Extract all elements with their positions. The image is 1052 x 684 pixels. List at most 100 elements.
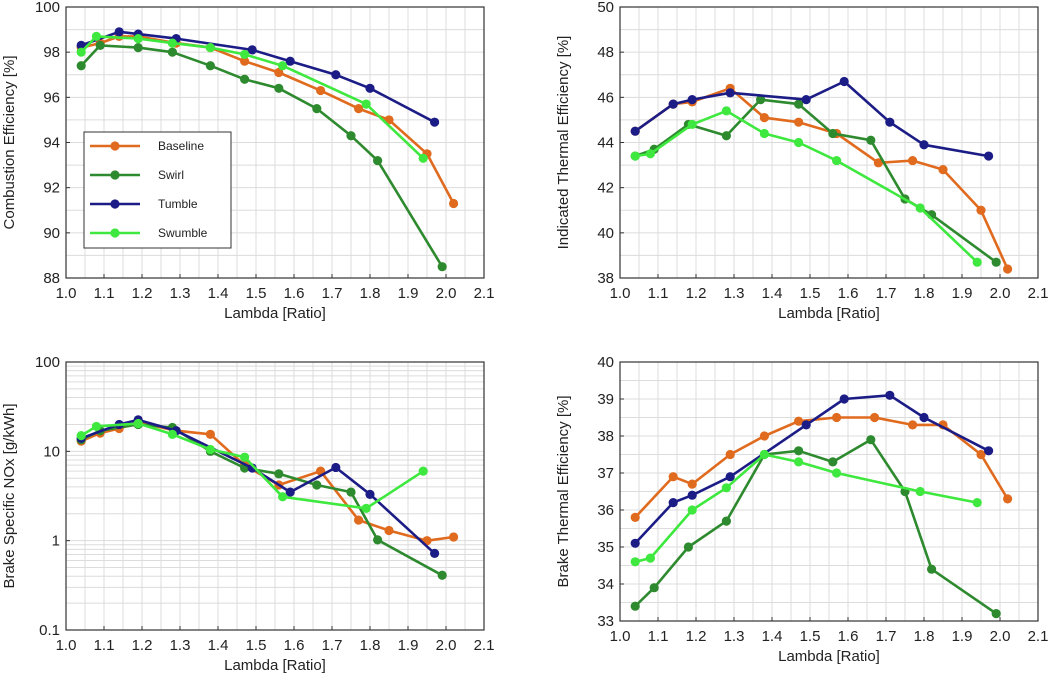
legend-swatch-marker	[110, 228, 120, 238]
x-tick-label: 1.8	[914, 285, 935, 302]
data-point-tumble	[801, 94, 811, 105]
plot-frame	[65, 361, 485, 631]
x-tick-label: 1.3	[170, 637, 191, 654]
legend-label: Swumble	[158, 226, 208, 240]
data-point-tumble	[885, 390, 895, 400]
data-point-swumble	[278, 61, 288, 71]
data-point-swirl	[756, 94, 766, 105]
data-point-tumble	[630, 538, 640, 548]
data-point-tumble	[885, 117, 895, 127]
data-point-baseline	[1003, 264, 1013, 274]
series-swirl	[76, 40, 447, 272]
data-point-baseline	[759, 431, 770, 441]
y-tick-label: 35	[597, 539, 614, 556]
y-tick-label: 10	[43, 443, 60, 460]
data-point-tumble	[247, 45, 257, 55]
data-point-tumble	[285, 56, 295, 66]
data-point-swirl	[437, 262, 447, 272]
data-point-swirl	[927, 564, 937, 574]
series-swirl	[76, 419, 447, 580]
data-point-tumble	[668, 99, 678, 109]
y-tick-label: 100	[35, 0, 60, 16]
data-point-swumble	[361, 99, 371, 109]
y-tick-label: 50	[597, 0, 614, 16]
data-point-swumble	[832, 155, 842, 166]
data-point-swumble	[630, 151, 640, 161]
data-point-tumble	[687, 490, 697, 500]
x-tick-label: 1.3	[724, 285, 745, 302]
data-point-swirl	[167, 47, 177, 57]
y-tick-label: 40	[597, 354, 614, 371]
legend-label: Baseline	[158, 139, 204, 153]
x-tick-label: 1.1	[94, 637, 115, 654]
data-point-baseline	[354, 104, 364, 114]
x-tick-label: 1.9	[398, 285, 419, 302]
data-point-swumble	[76, 431, 86, 441]
x-tick-label: 1.7	[322, 637, 343, 654]
y-axis-title: Brake Thermal Efficiency [%]	[555, 395, 572, 587]
data-point-baseline	[240, 56, 250, 66]
data-point-baseline	[759, 113, 770, 123]
y-tick-label: 39	[597, 391, 614, 408]
data-point-swumble	[972, 257, 982, 267]
data-point-swumble	[418, 466, 428, 476]
x-tick-label: 2.0	[436, 637, 457, 654]
data-point-baseline	[794, 117, 804, 127]
data-point-swirl	[991, 609, 1001, 619]
y-tick-label: 90	[43, 225, 60, 242]
data-point-swirl	[373, 535, 383, 545]
data-point-tumble	[365, 489, 375, 499]
data-point-swirl	[649, 583, 659, 593]
x-tick-label: 1.2	[686, 628, 707, 645]
x-tick-label: 1.0	[56, 285, 77, 302]
data-point-swumble	[630, 557, 640, 567]
data-point-baseline	[870, 412, 880, 423]
legend-item-tumble: Tumble	[90, 197, 198, 211]
data-point-tumble	[687, 94, 697, 105]
data-point-swirl	[683, 542, 694, 552]
series-swumble	[76, 418, 428, 513]
data-point-swirl	[205, 61, 215, 71]
y-tick-label: 0.1	[39, 622, 60, 639]
data-point-baseline	[794, 416, 804, 426]
x-tick-label: 1.6	[838, 628, 859, 645]
data-point-swumble	[759, 128, 770, 139]
series-swumble	[630, 449, 982, 567]
legend-swatch-marker	[110, 199, 120, 209]
data-point-swumble	[915, 486, 925, 497]
data-point-swumble	[361, 503, 371, 513]
data-point-swirl	[630, 601, 640, 611]
data-point-baseline	[449, 532, 459, 542]
legend-item-baseline: Baseline	[90, 139, 204, 153]
series-swirl	[630, 435, 1001, 619]
x-tick-label: 1.3	[724, 628, 745, 645]
x-tick-label: 1.1	[648, 628, 669, 645]
legend-label: Swirl	[158, 168, 184, 182]
x-tick-label: 1.8	[360, 285, 381, 302]
data-point-baseline	[908, 420, 918, 430]
data-point-baseline	[1003, 494, 1013, 504]
data-point-swumble	[133, 34, 143, 44]
data-point-swumble	[832, 468, 842, 478]
data-point-swumble	[759, 449, 770, 460]
x-tick-label: 1.7	[322, 285, 343, 302]
data-point-swumble	[645, 149, 656, 159]
y-tick-label: 37	[597, 465, 614, 482]
data-point-baseline	[873, 158, 884, 168]
legend-label: Tumble	[158, 197, 198, 211]
data-point-tumble	[430, 117, 440, 127]
data-point-baseline	[908, 155, 918, 166]
data-point-baseline	[449, 198, 459, 209]
x-tick-label: 1.9	[398, 637, 419, 654]
data-point-swumble	[687, 505, 697, 515]
series-swumble	[630, 106, 982, 267]
x-tick-label: 1.7	[876, 285, 897, 302]
data-point-swirl	[76, 61, 86, 71]
y-tick-label: 42	[597, 180, 614, 197]
x-tick-label: 1.6	[284, 285, 305, 302]
data-point-swumble	[91, 421, 101, 432]
y-tick-label: 44	[597, 135, 614, 152]
data-point-swirl	[828, 457, 838, 467]
data-point-tumble	[114, 27, 124, 37]
data-point-swumble	[240, 49, 250, 60]
